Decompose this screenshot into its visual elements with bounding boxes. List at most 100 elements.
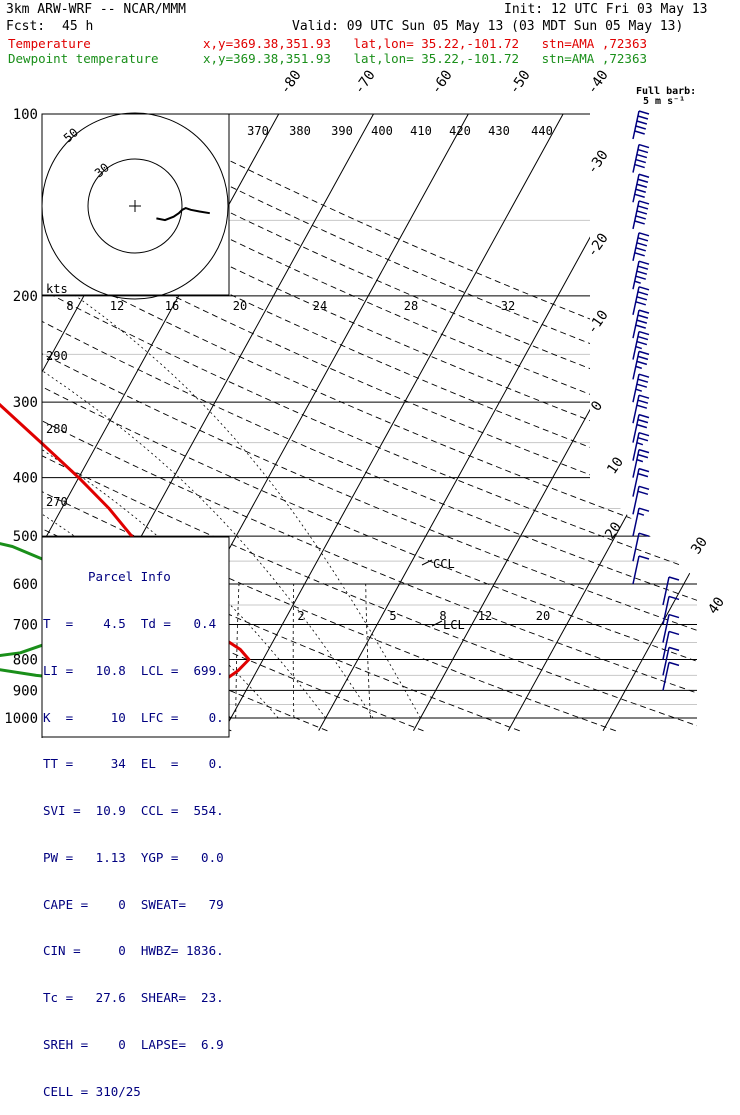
wind-barb [633, 556, 649, 584]
stat-row: TT = 34 EL = 0. [43, 756, 231, 772]
barb-flag [637, 425, 647, 428]
stat-row: SVI = 10.9 CCL = 554. [43, 803, 231, 819]
barb-flag [637, 361, 647, 364]
wind-barb [633, 332, 649, 360]
barb-flag [636, 325, 646, 328]
mixing-ratio-label: 5 [389, 609, 396, 623]
valid-time: Valid: 09 UTC Sun 05 May 13 (03 MDT Sun … [292, 19, 683, 34]
barb-staff [633, 201, 639, 229]
barb-flag [639, 374, 649, 377]
temperature-tick-label: -80 [277, 67, 305, 97]
barb-flag [638, 116, 648, 119]
theta-label: 380 [289, 124, 311, 138]
dewpoint-station-info: x,y=369.38,351.93 lat,lon= 35.22,-101.72… [203, 51, 647, 66]
barb-flag [639, 395, 649, 398]
theta-label: 400 [371, 124, 393, 138]
stat-row: Tc = 27.6 SHEAR= 23. [43, 990, 231, 1006]
pressure-tick-label: 200 [13, 289, 38, 305]
parcel-info-panel: Parcel Info T = 4.5 Td = 0.4 LI = 10.8 L… [43, 538, 231, 731]
pressure-tick-label: 300 [13, 395, 38, 411]
wind-barb [633, 174, 649, 202]
hodo-speed-label: 8 [66, 299, 73, 313]
theta-side-label: 270 [46, 495, 68, 509]
barb-flag [635, 194, 645, 197]
barb-flag [635, 165, 645, 168]
model-title: 3km ARW-WRF -- NCAR/MMM [6, 2, 186, 17]
barb-staff [633, 174, 639, 202]
barb-flag [638, 150, 648, 153]
hodo-speed-label: 32 [501, 299, 515, 313]
wind-barb [633, 508, 649, 536]
barb-flag [669, 631, 679, 634]
isotherm-line [508, 114, 740, 731]
lcl-annotation: LCL [443, 618, 465, 632]
temperature-tick-label: -20 [584, 230, 612, 260]
barb-flag [638, 491, 648, 494]
pressure-tick-label: 800 [13, 652, 38, 668]
lcl-pointer [432, 621, 442, 626]
barb-flag [639, 111, 649, 114]
mixing-ratio-label: 20 [536, 609, 550, 623]
barb-staff [633, 111, 639, 139]
temperature-tick-label: 20 [602, 519, 625, 542]
barb-flag [637, 342, 647, 345]
barb-flag [638, 438, 648, 441]
pressure-tick-label: 100 [13, 107, 38, 123]
mixing-ratio-label: 2 [297, 609, 304, 623]
mixing-ratio-label: 12 [478, 609, 492, 623]
barb-flag [638, 400, 648, 403]
barb-flag [639, 433, 649, 436]
theta-side-label: 280 [46, 422, 68, 436]
pressure-tick-label: 1000 [4, 711, 38, 727]
theta-label: 390 [331, 124, 353, 138]
barb-flag [669, 577, 679, 580]
theta-label: 430 [488, 124, 510, 138]
barb-staff [633, 261, 639, 289]
barb-flag [639, 174, 649, 177]
barb-flag [636, 347, 642, 349]
barb-flag [639, 450, 649, 453]
barb-flag [636, 366, 642, 368]
isotherm-line [224, 114, 563, 731]
temperature-tick-label: -60 [428, 67, 456, 97]
init-time: Init: 12 UTC Fri 03 May 13 [504, 2, 708, 17]
barb-flag [638, 356, 648, 359]
barb-flag [639, 469, 649, 472]
theta-label: 370 [247, 124, 269, 138]
stat-row: CAPE = 0 SWEAT= 79 [43, 897, 231, 913]
fcst-value: 45 h [62, 19, 93, 34]
wind-barb [633, 395, 649, 423]
barb-flag [636, 248, 646, 251]
wind-barb [633, 111, 649, 139]
barb-flag [636, 389, 642, 391]
barb-flag [639, 145, 649, 148]
theta-label: 420 [449, 124, 471, 138]
isotherm-line [413, 114, 740, 731]
pressure-tick-label: 400 [13, 471, 38, 487]
barb-flag [636, 160, 646, 163]
barb-staff [663, 647, 669, 675]
barb-flag [638, 266, 648, 269]
stat-row: CELL = 310/25 [43, 1084, 231, 1100]
wind-barb [633, 145, 649, 173]
barb-flag [638, 513, 644, 515]
barb-flag [637, 243, 647, 246]
stat-row: LI = 10.8 LCL = 699. [43, 663, 231, 679]
barb-flag [669, 662, 679, 665]
barb-flag [669, 647, 679, 650]
temperature-tick-label: 30 [688, 534, 711, 557]
temperature-tick-label: -10 [584, 307, 612, 337]
barb-flag [637, 460, 643, 462]
stat-row: K = 10 LFC = 0. [43, 710, 231, 726]
barb-flag [639, 556, 649, 559]
barb-flag [637, 405, 647, 408]
temperature-station-info: x,y=369.38,351.93 lat,lon= 35.22,-101.72… [203, 36, 647, 51]
barb-flag [638, 315, 648, 318]
wind-barb [633, 450, 649, 478]
wind-barbs [633, 111, 679, 690]
barb-flag [638, 179, 648, 182]
stat-row: SREH = 0 LAPSE= 6.9 [43, 1037, 231, 1053]
stat-row: T = 4.5 Td = 0.4 [43, 616, 231, 632]
barb-flag [639, 233, 649, 236]
